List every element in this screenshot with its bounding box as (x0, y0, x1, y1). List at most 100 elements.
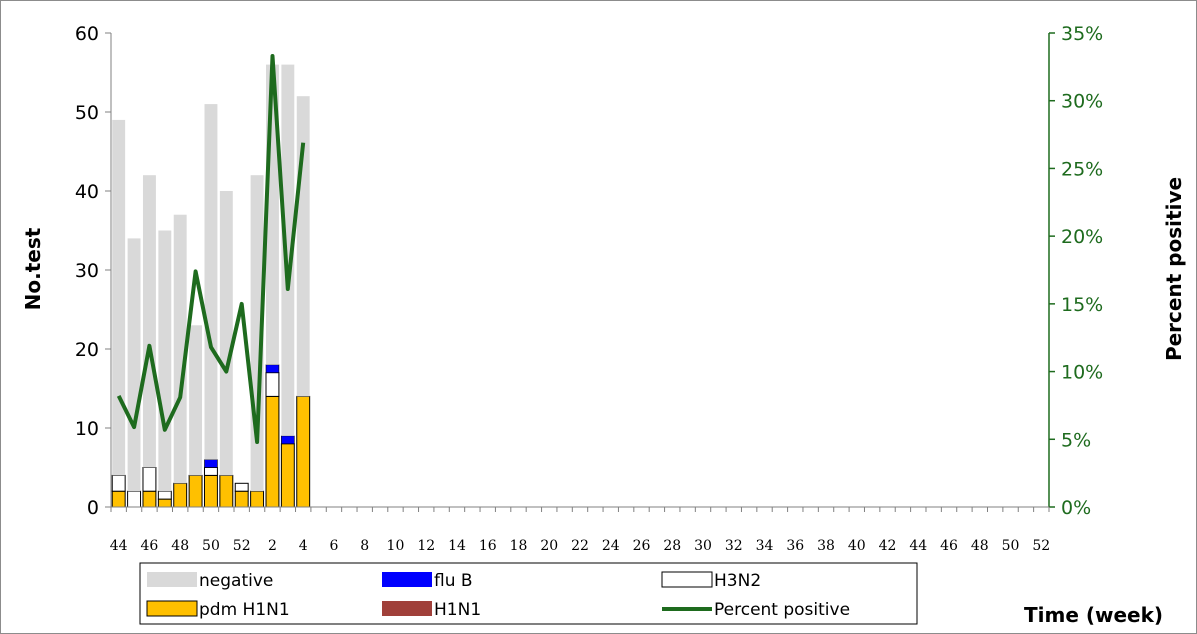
bar-negative-46 (142, 175, 156, 468)
legend-label-flu-b: flu B (434, 571, 473, 591)
y2-tick-label: 15% (1061, 294, 1103, 316)
bar-flu-b-2 (265, 364, 280, 373)
bar-h3n2-47 (157, 490, 172, 500)
x-tick-label: 20 (540, 538, 558, 554)
x-tick-label: 34 (756, 538, 774, 554)
legend-label-h1n1: H1N1 (434, 600, 481, 620)
x-axis-title: Time (week) (1024, 603, 1163, 627)
bar-pdm-h1n1-44 (111, 490, 126, 508)
y2-tick-label: 30% (1061, 91, 1103, 113)
x-tick-label: 30 (694, 538, 712, 554)
bar-negative-45 (127, 238, 141, 492)
x-tick-label: 48 (171, 538, 189, 554)
bars-layer (111, 64, 311, 508)
x-tick-label: 46 (141, 538, 159, 554)
bar-h3n2-46 (142, 467, 157, 492)
y2-tick-label: 25% (1061, 158, 1103, 180)
bar-pdm-h1n1-4 (296, 395, 311, 508)
bar-negative-51 (219, 191, 233, 476)
bar-pdm-h1n1-51 (219, 474, 234, 508)
y-tick-label: 60 (75, 23, 99, 45)
bar-negative-44 (112, 119, 126, 476)
bar-h3n2-50 (203, 467, 218, 476)
y-tick-label: 40 (75, 181, 99, 203)
legend-swatch-negative (147, 572, 197, 587)
bar-pdm-h1n1-52 (234, 490, 249, 508)
x-tick-label: 14 (448, 538, 466, 554)
y2-tick-label: 10% (1061, 362, 1103, 384)
x-tick-label: 44 (909, 538, 927, 554)
bar-pdm-h1n1-3 (280, 443, 295, 508)
x-tick-label: 22 (571, 538, 589, 554)
bar-pdm-h1n1-47 (157, 498, 172, 508)
legend-label-pdm-h1n1: pdm H1N1 (199, 600, 290, 620)
x-tick-label: 2 (268, 538, 277, 554)
x-tick-label: 18 (510, 538, 528, 554)
y2-tick-label: 35% (1061, 23, 1103, 45)
bar-flu-b-50 (204, 459, 218, 468)
legend: negative flu B H3N2 pdm H1N1 H1N1 Percent pos… (139, 562, 918, 625)
bar-h3n2-44 (111, 474, 126, 492)
x-tick-label: 10 (387, 538, 405, 554)
x-tick-label: 52 (1032, 538, 1050, 554)
x-tick-label: 40 (848, 538, 866, 554)
x-tick-label: 52 (233, 538, 251, 554)
bar-h3n2-52 (234, 482, 249, 492)
legend-label-percent-positive: Percent positive (714, 600, 850, 620)
bar-pdm-h1n1-46 (142, 490, 157, 508)
y-tick-label: 20 (75, 339, 99, 361)
bar-pdm-h1n1-49 (188, 474, 203, 508)
legend-swatch-h1n1 (382, 601, 432, 616)
x-tick-label: 32 (725, 538, 743, 554)
legend-swatch-flu-b (382, 572, 432, 587)
y-tick-label: 10 (75, 418, 99, 440)
bar-h3n2-2 (265, 372, 280, 397)
bar-negative-50 (204, 104, 218, 460)
x-tick-label: 48 (971, 538, 989, 554)
bar-pdm-h1n1-48 (173, 482, 188, 508)
x-tick-label: 16 (479, 538, 497, 554)
bar-negative-3 (281, 64, 295, 436)
x-tick-label: 38 (817, 538, 835, 554)
x-tick-label: 44 (110, 538, 128, 554)
x-tick-label: 12 (417, 538, 435, 554)
line-layer (116, 54, 306, 444)
bar-negative-4 (296, 96, 310, 397)
x-tick-label: 50 (1002, 538, 1020, 554)
percent-positive-line (116, 54, 306, 444)
x-tick-label: 26 (633, 538, 651, 554)
bar-negative-49 (189, 325, 203, 476)
legend-swatch-pdm-h1n1 (146, 600, 198, 617)
bar-h3n2-45 (127, 490, 142, 508)
bar-pdm-h1n1-1 (250, 490, 265, 508)
y2-tick-label: 0% (1061, 497, 1091, 519)
legend-swatch-h3n2 (661, 571, 713, 588)
x-tick-label: 4 (299, 538, 308, 554)
y2-tick-label: 5% (1061, 429, 1091, 451)
x-tick-label: 8 (360, 538, 369, 554)
y-tick-label: 30 (75, 260, 99, 282)
bar-pdm-h1n1-50 (203, 474, 218, 508)
x-tick-label: 6 (330, 538, 339, 554)
bar-negative-48 (173, 214, 187, 484)
legend-label-h3n2: H3N2 (714, 571, 761, 591)
x-tick-label: 42 (879, 538, 897, 554)
legend-label-negative: negative (199, 571, 273, 591)
legend-box (139, 562, 918, 625)
bar-negative-47 (158, 230, 172, 492)
x-tick-label: 36 (786, 538, 804, 554)
y2-axis-title: Percent positive (1162, 177, 1186, 361)
x-tick-label: 28 (663, 538, 681, 554)
x-tick-label: 50 (202, 538, 220, 554)
bar-flu-b-3 (281, 435, 295, 445)
x-tick-label: 24 (602, 538, 620, 554)
y2-tick-label: 20% (1061, 226, 1103, 248)
x-tick-label: 46 (940, 538, 958, 554)
bar-pdm-h1n1-2 (265, 395, 280, 508)
y-tick-label: 0 (87, 497, 99, 519)
y-axis-title: No.test (21, 227, 45, 310)
y-tick-label: 50 (75, 102, 99, 124)
